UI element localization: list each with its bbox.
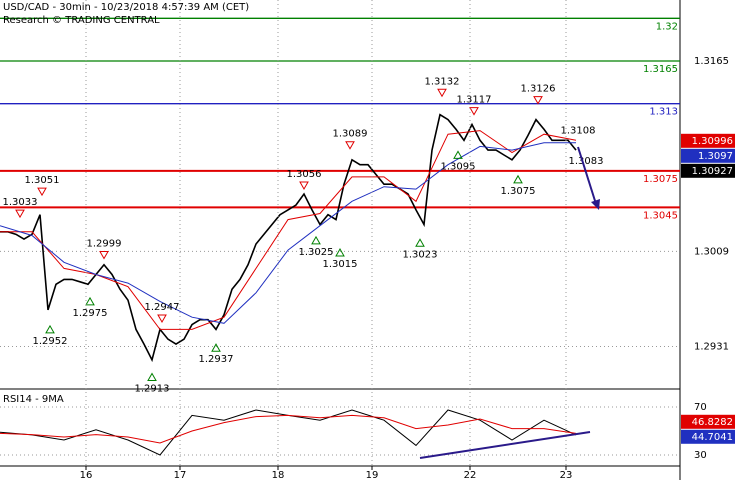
level-label: 1.3045 <box>643 210 678 221</box>
annotation-label: 1.3108 <box>561 126 596 137</box>
annotation-label: 1.2999 <box>87 239 122 250</box>
annotation-label: 1.3089 <box>333 129 368 140</box>
annotation-label: 1.2975 <box>73 308 108 319</box>
low-marker <box>415 238 425 247</box>
annotation-label: 1.3051 <box>25 175 60 186</box>
annotation-label: 1.2913 <box>135 383 170 394</box>
level-label: 1.3075 <box>643 174 678 185</box>
forecast-arrowhead <box>591 199 600 210</box>
y-tick-label: 1.2931 <box>694 342 729 353</box>
annotation-label: 1.3033 <box>3 197 38 208</box>
annotation-label: 1.2952 <box>33 336 68 347</box>
level-label: 1.32 <box>656 21 678 32</box>
annotation-label: 1.3132 <box>425 76 460 87</box>
annotation-label: 1.3095 <box>441 161 476 172</box>
low-marker <box>453 150 463 159</box>
annotation-label: 1.2947 <box>145 302 180 313</box>
chart-title: USD/CAD - 30min - 10/23/2018 4:57:39 AM … <box>3 2 249 13</box>
high-marker <box>157 314 167 324</box>
high-marker <box>99 251 109 260</box>
low-marker <box>211 343 221 352</box>
x-tick-label: 23 <box>560 470 573 480</box>
annotation-label: 1.3117 <box>457 95 492 106</box>
price-box-label: 1.3097 <box>698 151 733 162</box>
high-marker <box>533 96 543 105</box>
x-tick-label: 18 <box>272 470 285 480</box>
y-tick-label: 30 <box>694 450 707 461</box>
low-marker <box>147 372 157 381</box>
high-marker <box>15 209 25 219</box>
price-box <box>681 429 735 444</box>
y-tick-label: 70 <box>694 402 707 413</box>
high-marker <box>469 107 479 116</box>
low-marker <box>335 248 345 257</box>
annotation-label: 1.3025 <box>299 247 334 258</box>
price-box-label: 44.7041 <box>692 432 733 443</box>
price-box <box>681 148 735 163</box>
price-box-label: 1.30927 <box>692 166 733 177</box>
series-line <box>0 142 576 324</box>
price-box <box>681 414 735 429</box>
high-marker <box>345 141 355 150</box>
low-marker <box>85 296 95 306</box>
low-marker <box>311 235 321 245</box>
forecast-arrow <box>577 146 597 205</box>
series-line <box>0 414 577 444</box>
rsi-title: RSI14 - 9MA <box>3 394 64 405</box>
price-box-label: 1.30996 <box>692 136 733 147</box>
high-marker <box>37 187 47 197</box>
annotation-label: 1.3056 <box>287 169 322 180</box>
price-box <box>681 133 735 148</box>
x-tick-label: 17 <box>174 470 187 480</box>
level-label: 1.3165 <box>643 64 678 75</box>
y-tick-label: 1.3165 <box>694 56 729 67</box>
annotation-label: 1.2937 <box>199 354 234 365</box>
price-box <box>681 163 735 178</box>
high-marker <box>299 181 309 191</box>
price-box-label: 46.8282 <box>692 417 733 428</box>
x-tick-label: 16 <box>80 470 93 480</box>
annotation-label: 1.3023 <box>403 249 438 260</box>
annotation-label: 1.3083 <box>569 156 604 167</box>
high-marker <box>437 88 447 98</box>
annotation-label: 1.3075 <box>501 186 536 197</box>
x-tick-label: 19 <box>366 470 379 480</box>
level-label: 1.313 <box>649 107 678 118</box>
y-tick-label: 1.3009 <box>694 246 729 257</box>
x-tick-label: 22 <box>464 470 477 480</box>
low-marker <box>45 324 55 334</box>
rsi-trendline <box>419 431 591 459</box>
chart-subtitle: Research © TRADING CENTRAL <box>3 15 160 26</box>
low-marker <box>513 174 523 184</box>
annotation-label: 1.3015 <box>323 259 358 270</box>
annotation-label: 1.3126 <box>521 84 556 95</box>
